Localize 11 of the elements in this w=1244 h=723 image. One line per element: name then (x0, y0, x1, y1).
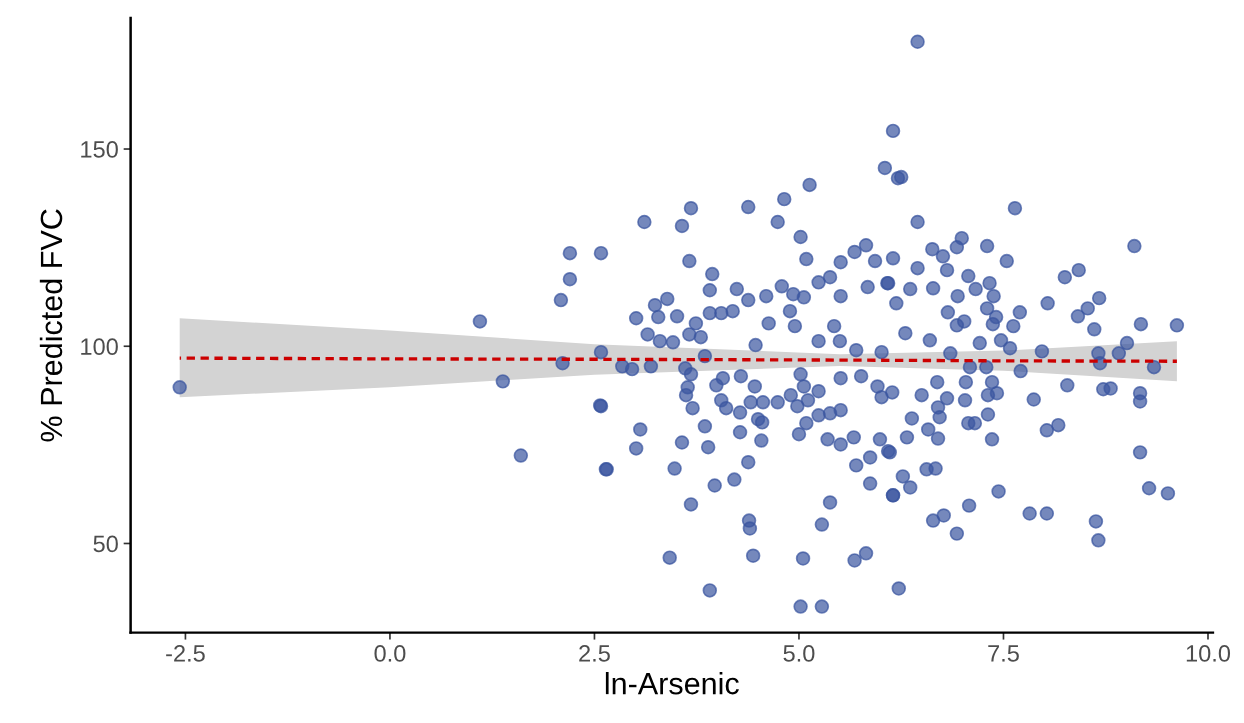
x-axis-title: ln-Arsenic (605, 672, 739, 695)
x-tick-label: 5.0 (783, 645, 815, 662)
x-tick-label: 0.0 (374, 645, 406, 662)
y-tick-label: 100 (81, 338, 118, 356)
y-tick-label: 50 (93, 535, 118, 553)
x-tick-label: 7.5 (988, 645, 1019, 662)
y-tick-label: 150 (81, 141, 118, 158)
x-tick-label: -2.5 (166, 645, 205, 662)
y-axis-title: % Predicted FVC (39, 209, 63, 442)
x-tick-label: 10.0 (1186, 645, 1231, 662)
x-tick-label: 2.5 (579, 645, 610, 662)
